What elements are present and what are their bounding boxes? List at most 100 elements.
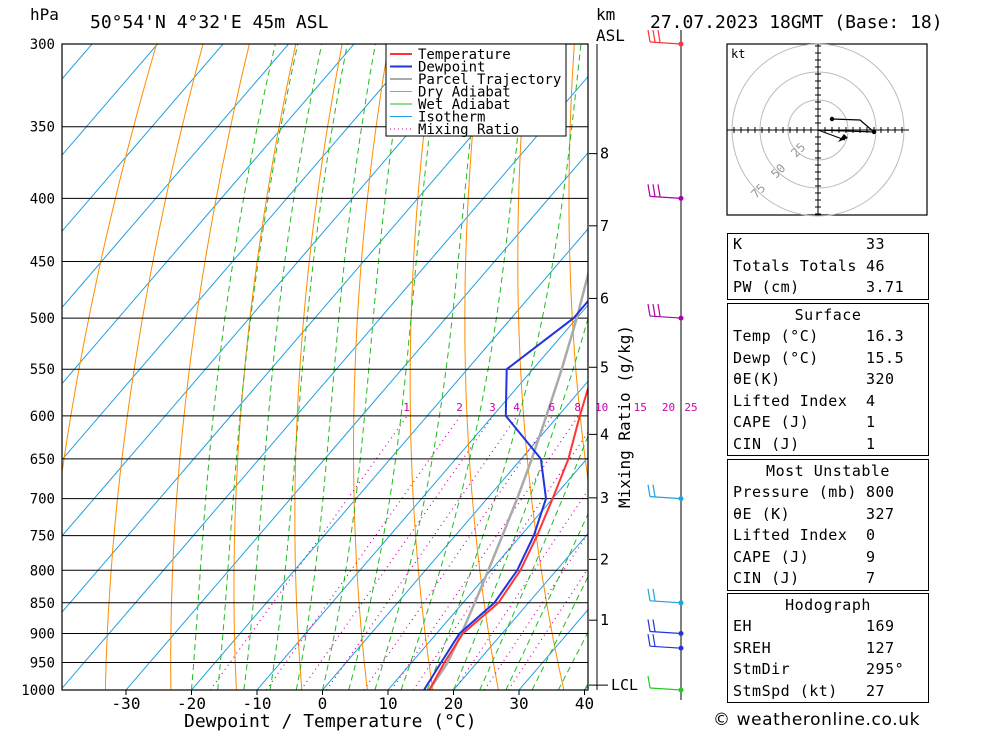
mixing-ratio-labels: 1 2 3 4 6 8 10 15 20 25	[403, 401, 697, 414]
wet-adiabat-line	[191, 44, 276, 690]
index-value: 1	[866, 434, 876, 453]
x-tick-label: 30	[509, 694, 528, 713]
isotherm-line	[190, 228, 588, 690]
pressure-tick-label: 950	[30, 655, 55, 671]
pressure-axis: 300 350 400 450 500 550 600 650 700 750 800 850 900 9…	[21, 37, 55, 699]
legend-parcel: Parcel Trajectory	[418, 72, 561, 88]
index-label: Dewp (°C)	[733, 348, 819, 367]
most-unstable-title: Most Unstable	[766, 462, 890, 480]
index-value: 1	[866, 413, 876, 431]
credit-link[interactable]: © weatheronline.co.uk	[713, 710, 921, 730]
wet-adiabat-line	[479, 434, 588, 690]
surface-panel: Surface Temp (°C) 16.3 Dewp (°C) 15.5 θE(K…	[727, 303, 929, 456]
pressure-tick-label: 750	[30, 529, 55, 545]
wind-barb-shaft	[649, 630, 682, 635]
wind-barb-shaft	[649, 600, 682, 604]
wet-adiabat-line	[400, 44, 529, 690]
indices-general-panel: K 33 Totals Totals 46 PW (cm) 3.71	[727, 233, 929, 300]
index-value: 33	[866, 235, 886, 253]
mixing-ratio-line	[300, 415, 494, 690]
wind-barb-shaft	[649, 315, 682, 319]
index-label: Temp (°C)	[733, 327, 819, 345]
hodograph-indices-title: Hodograph	[785, 596, 871, 614]
wet-adiabat-line	[348, 44, 442, 690]
wind-barb-feather	[657, 303, 661, 317]
asl-unit-label: ASL	[596, 26, 625, 45]
index-value: 7	[866, 569, 876, 587]
index-row: PW (cm) 3.71	[728, 277, 928, 299]
index-row: StmSpd (kt) 27	[728, 681, 928, 703]
pressure-tick-label: 550	[30, 362, 55, 378]
x-tick-label: 10	[378, 694, 397, 713]
mixing-ratio-tick-label: 1	[403, 401, 410, 414]
index-row: CIN (J) 1	[728, 434, 928, 456]
index-label: StmDir	[733, 660, 791, 678]
mixing-ratio-tick-label: 25	[684, 401, 697, 414]
wet-adiabat-line	[374, 44, 482, 690]
pressure-tick-label: 400	[30, 191, 55, 207]
wind-barb-feather	[652, 619, 656, 632]
legend-temperature: Temperature	[418, 47, 511, 63]
index-row: CAPE (J) 9	[728, 547, 928, 569]
wind-barb-shaft	[649, 195, 682, 199]
isotherm-line	[256, 304, 588, 690]
wind-barb-feather	[652, 303, 656, 317]
wind-barb-shaft	[649, 41, 682, 45]
mixing-ratio-line	[507, 567, 588, 690]
index-label: CAPE (J)	[733, 413, 810, 431]
index-row: Lifted Index 4	[728, 391, 928, 413]
wind-barb-shaft	[649, 645, 682, 649]
mixing-ratio-tick-label: 4	[513, 401, 520, 414]
wet-adiabat-line	[243, 44, 323, 690]
legend-dry-adiabat: Dry Adiabat	[418, 85, 511, 101]
index-value: 127	[866, 638, 895, 657]
hodograph: kt 25 50 75	[726, 43, 928, 217]
x-tick-label: -20	[177, 694, 206, 713]
index-label: EH	[733, 617, 753, 635]
index-row: Totals Totals 46	[728, 256, 928, 278]
km-tick-label: 2	[600, 550, 609, 568]
index-value: 800	[866, 483, 895, 501]
wind-barb-feather	[652, 634, 656, 647]
mixing-ratio-tick-label: 6	[548, 401, 555, 414]
mixing-ratio-tick-label: 20	[662, 401, 675, 414]
index-row: Dewp (°C) 15.5	[728, 348, 928, 370]
km-tick-label: 1	[600, 611, 609, 629]
index-value: 9	[866, 547, 876, 566]
x-tick-label: 40	[575, 694, 594, 713]
lcl-label: LCL	[611, 676, 638, 694]
index-label: K	[733, 235, 743, 253]
x-tick-label: 20	[444, 694, 463, 713]
hodograph-trace	[817, 118, 876, 133]
wind-barb-feather	[647, 484, 651, 497]
wind-barb-feather	[657, 29, 661, 43]
km-tick-label: 3	[600, 489, 609, 507]
index-label: Lifted Index	[733, 391, 848, 410]
isotherm-line	[62, 44, 224, 233]
wind-barb-shaft	[649, 687, 682, 691]
wind-barb-feather	[652, 588, 656, 601]
wet-adiabat-line	[269, 44, 348, 690]
index-value: 27	[866, 681, 886, 700]
km-unit-label: km	[596, 5, 615, 24]
index-value: 3.71	[866, 278, 905, 296]
index-label: θE(K)	[733, 370, 781, 388]
isotherm-line	[62, 44, 159, 156]
most-unstable-panel: Most Unstable Pressure (mb) 800 θE (K) 327…	[727, 459, 929, 591]
mixing-ratio-line	[453, 489, 588, 690]
pressure-tick-label: 650	[30, 452, 55, 468]
pressure-tick-label: 450	[30, 255, 55, 271]
x-tick-label: 0	[318, 694, 328, 713]
wet-adiabat-line	[295, 44, 376, 690]
index-row: Temp (°C) 16.3	[728, 326, 928, 348]
location-title: 50°54'N 4°32'E 45m ASL	[90, 12, 329, 33]
temperature-line	[428, 385, 588, 690]
index-row: θE (K) 327	[728, 504, 928, 526]
mixing-ratio-tick-label: 8	[574, 401, 581, 414]
height-axis: 8 7 6 5 4 3 2 1	[589, 44, 609, 690]
wind-barbs	[647, 29, 684, 700]
index-row: EH 169	[728, 616, 928, 638]
x-axis-title: Dewpoint / Temperature (°C)	[184, 711, 477, 732]
index-value: 16.3	[866, 327, 905, 345]
mixing-ratio-line	[363, 415, 553, 690]
